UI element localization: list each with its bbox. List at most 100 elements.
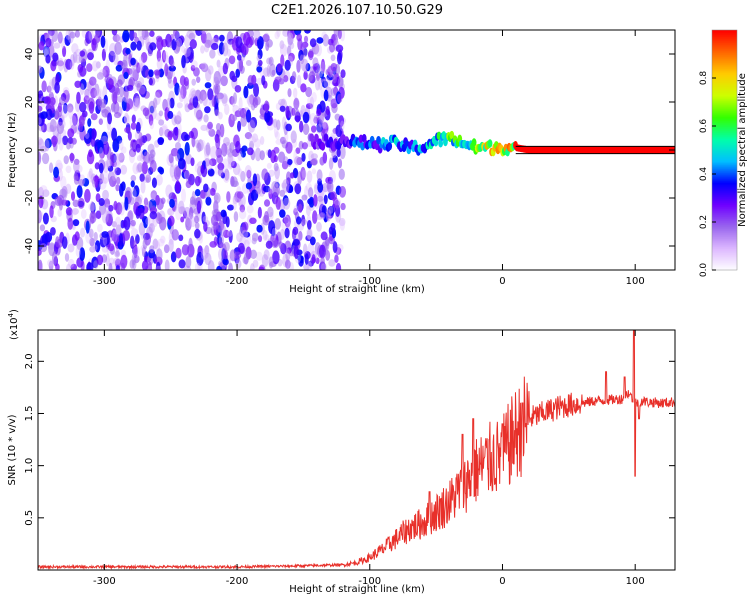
spectrogram-noise-blob xyxy=(209,187,216,196)
spectrogram-noise-blob xyxy=(327,180,334,194)
spectrogram-noise-blob xyxy=(139,173,145,182)
spectrogram-noise-blob xyxy=(148,223,155,233)
spectrogram-signal-cell xyxy=(438,139,444,148)
spectrogram-noise-blob xyxy=(257,49,263,60)
spectrogram-noise-blob xyxy=(337,158,343,169)
spectrogram-noise-blob xyxy=(334,254,339,263)
spectrogram-noise-blob xyxy=(285,171,292,184)
spectrogram-noise-blob xyxy=(137,162,143,173)
spectrogram-noise-blob xyxy=(201,211,206,225)
colorbar-cell xyxy=(712,72,737,75)
spectrogram-noise-blob xyxy=(323,77,331,89)
spectrogram-noise-blob xyxy=(169,164,175,178)
spectrogram-noise-blob xyxy=(294,156,301,166)
spectrogram-noise-blob xyxy=(259,150,265,161)
spectrogram-noise-blob xyxy=(232,195,238,205)
colorbar-cell xyxy=(712,34,737,37)
colorbar-cell xyxy=(712,110,737,113)
x-tick-label: -300 xyxy=(93,276,116,287)
colorbar-cell xyxy=(712,88,737,91)
spectrogram-noise-blob xyxy=(321,182,329,193)
spectrogram-noise-blob xyxy=(188,32,196,41)
spectrogram-noise-blob xyxy=(142,107,150,117)
spectrogram-noise-blob xyxy=(249,217,257,225)
spectrogram-noise-blob xyxy=(47,243,55,250)
spectrogram-noise-blob xyxy=(160,235,166,244)
spectrogram-noise-blob xyxy=(38,151,42,165)
spectrogram-noise-blob xyxy=(88,30,94,41)
spectrogram-noise-blob xyxy=(137,63,144,72)
spectrogram-noise-blob xyxy=(149,42,157,51)
spectrogram-noise-blob xyxy=(194,188,201,197)
spectrogram-noise-blob xyxy=(94,162,100,170)
spectrogram-noise-blob xyxy=(53,166,60,179)
spectrogram-noise-blob xyxy=(168,215,175,227)
y-tick-label: 1.5 xyxy=(24,406,35,422)
spectrogram-noise-blob xyxy=(100,98,107,109)
spectrogram-noise-blob xyxy=(232,92,238,105)
spectrogram-noise-blob xyxy=(184,134,190,141)
spectrogram-noise-blob xyxy=(106,157,112,169)
spectrogram-noise-blob xyxy=(196,109,203,120)
spectrogram-noise-blob xyxy=(246,147,254,156)
spectrogram-noise-blob xyxy=(330,222,336,231)
spectrogram-noise-blob xyxy=(72,113,78,126)
spectrogram-noise-blob xyxy=(213,192,221,204)
spectrogram-noise-blob xyxy=(257,206,262,219)
spectrogram-noise-blob xyxy=(64,34,71,47)
spectrogram-noise-blob xyxy=(38,117,42,125)
spectrogram-noise-blob xyxy=(85,220,90,234)
spectrogram-noise-blob xyxy=(148,114,154,126)
spectrogram-noise-blob xyxy=(157,137,164,146)
colorbar-cell xyxy=(712,174,737,177)
spectrogram-noise-blob xyxy=(236,191,244,199)
x-tick-label: 0 xyxy=(499,576,505,587)
spectrogram-noise-blob xyxy=(139,85,146,95)
spectrogram-noise-blob xyxy=(306,219,312,230)
colorbar-cell xyxy=(712,178,737,181)
spectrogram-noise-blob xyxy=(149,30,155,37)
spectrogram-noise-blob xyxy=(65,30,71,40)
spectrogram-noise-blob xyxy=(185,153,192,165)
spectrogram-noise-blob xyxy=(179,94,184,103)
spectrogram-noise-blob xyxy=(235,140,241,154)
spectrogram-noise-blob xyxy=(39,211,44,220)
spectrogram-noise-blob xyxy=(203,221,208,232)
spectrogram-noise-blob xyxy=(62,45,67,58)
spectrogram-noise-blob xyxy=(252,259,259,268)
spectrogram-noise-blob xyxy=(255,186,261,195)
spectrogram-noise-blob xyxy=(194,221,200,230)
spectrogram-noise-blob xyxy=(113,153,121,167)
spectrogram-signal-cell xyxy=(314,133,319,143)
spectrogram-noise-blob xyxy=(262,34,270,43)
spectrogram-noise-blob xyxy=(266,162,272,170)
spectrogram-noise-blob xyxy=(102,235,108,246)
colorbar-cell xyxy=(712,138,737,141)
colorbar-cell xyxy=(712,206,737,209)
colorbar-cell xyxy=(712,200,737,203)
spectrogram-noise-blob xyxy=(204,244,210,255)
spectrogram-noise-blob xyxy=(90,201,95,213)
spectrogram-noise-blob xyxy=(196,110,203,117)
spectrogram-noise-blob xyxy=(89,246,96,253)
spectrogram-noise-blob xyxy=(51,251,58,265)
spectrogram-noise-blob xyxy=(285,123,292,132)
spectrogram-noise-blob xyxy=(130,180,135,188)
colorbar-cell xyxy=(712,260,737,263)
spectrogram-noise-blob xyxy=(237,168,243,177)
spectrogram-noise-blob xyxy=(79,66,87,77)
snr-frame xyxy=(37,329,676,571)
colorbar-cell xyxy=(712,170,737,173)
spectrogram-y-label: Frequency (Hz) xyxy=(7,112,18,188)
colorbar-cell xyxy=(712,106,737,109)
colorbar-cell xyxy=(712,130,737,133)
colorbar-frame xyxy=(711,29,738,271)
spectrogram-noise-blob xyxy=(327,205,335,217)
colorbar-cell xyxy=(712,160,737,163)
spectrogram-noise-blob xyxy=(263,210,269,223)
spectrogram-noise-blob xyxy=(66,142,71,150)
spectrogram-noise-blob xyxy=(76,184,83,199)
spectrogram-noise-blob xyxy=(205,196,212,206)
colorbar-cell xyxy=(712,82,737,85)
spectrogram-noise-blob xyxy=(318,67,324,78)
